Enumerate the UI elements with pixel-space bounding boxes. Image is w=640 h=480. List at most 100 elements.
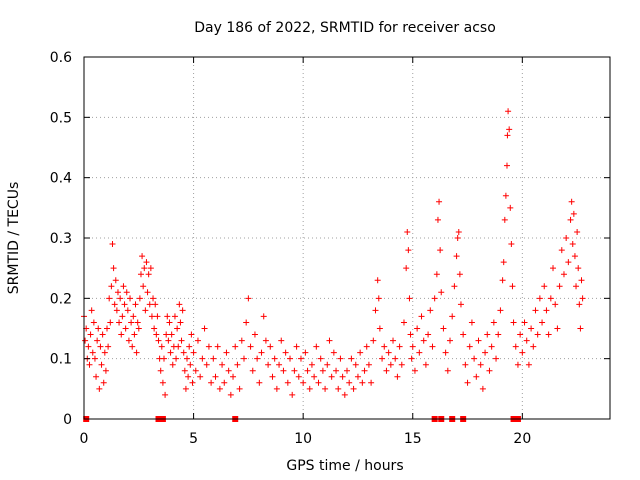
data-point (322, 385, 329, 392)
grid (84, 57, 610, 419)
data-point (506, 126, 513, 133)
data-point (243, 319, 250, 326)
data-point (365, 361, 372, 368)
data-point (107, 319, 114, 326)
data-points (81, 108, 586, 398)
data-point (387, 361, 394, 368)
data-point (184, 355, 191, 362)
data-point (168, 331, 175, 338)
data-point (311, 373, 318, 380)
data-point (113, 307, 120, 314)
data-point (437, 247, 444, 254)
data-point (543, 307, 550, 314)
data-point (247, 343, 254, 350)
data-point (278, 337, 285, 344)
data-point (568, 198, 575, 205)
data-point (570, 210, 577, 217)
data-point (178, 337, 185, 344)
data-point (374, 277, 381, 284)
data-point (181, 367, 188, 374)
data-point (493, 355, 500, 362)
data-point (361, 367, 368, 374)
data-point (120, 283, 127, 290)
data-point (145, 271, 152, 278)
data-point (521, 319, 528, 326)
data-point (123, 289, 130, 296)
data-point (509, 283, 516, 290)
data-point (418, 313, 425, 320)
data-point (147, 265, 154, 272)
data-point (455, 228, 462, 235)
data-point (182, 385, 189, 392)
chart-title: Day 186 of 2022, SRMTID for receiver acs… (194, 20, 496, 36)
x-tick-label: 0 (80, 431, 89, 447)
data-point (438, 289, 445, 296)
data-point (484, 331, 491, 338)
data-point (208, 379, 215, 386)
data-point (532, 307, 539, 314)
data-point (258, 349, 265, 356)
data-point (180, 349, 187, 356)
data-point (460, 331, 467, 338)
data-point (88, 307, 95, 314)
data-point (139, 253, 146, 260)
data-point (530, 343, 537, 350)
data-point (148, 313, 155, 320)
data-point (563, 235, 570, 241)
y-tick-label: 0 (63, 412, 72, 428)
data-point (425, 331, 432, 338)
data-point (556, 283, 563, 290)
data-point (379, 355, 386, 362)
data-point (456, 271, 463, 278)
data-point (525, 361, 532, 368)
data-point (560, 271, 567, 278)
x-tick-label: 10 (294, 431, 312, 447)
data-point (137, 271, 144, 278)
data-point (155, 337, 162, 344)
data-point (108, 283, 115, 290)
data-point (337, 355, 344, 362)
data-point (254, 355, 261, 362)
data-point (154, 313, 161, 320)
data-point (577, 325, 584, 332)
data-point (140, 283, 147, 290)
x-tick-label: 20 (513, 431, 531, 447)
data-point (502, 192, 509, 199)
data-point (114, 289, 121, 296)
data-point (453, 253, 460, 260)
data-point (306, 385, 313, 392)
data-point (501, 216, 508, 223)
data-point (187, 361, 194, 368)
data-point (157, 367, 164, 374)
data-point (227, 391, 234, 398)
data-point (188, 331, 195, 338)
data-point (210, 355, 217, 362)
data-point (93, 373, 100, 380)
y-tick-label: 0.5 (50, 110, 72, 126)
data-point (273, 385, 280, 392)
data-point (97, 343, 104, 350)
data-point (468, 319, 475, 326)
data-point (238, 337, 245, 344)
data-point (344, 367, 350, 374)
data-point (287, 355, 294, 362)
data-point (528, 325, 535, 332)
data-point (164, 313, 171, 320)
data-point (339, 373, 346, 380)
data-point (495, 331, 502, 338)
data-point (99, 331, 106, 338)
data-point (404, 228, 411, 235)
data-point (545, 331, 552, 338)
data-point (341, 391, 348, 398)
data-point (144, 289, 151, 296)
data-point (579, 295, 586, 302)
y-tick-label: 0.6 (50, 50, 72, 66)
data-point (128, 319, 135, 326)
data-point (232, 343, 239, 350)
data-point (376, 325, 383, 332)
data-point (504, 132, 511, 139)
data-point (346, 379, 353, 386)
y-tick-label: 0.4 (50, 171, 72, 187)
data-point (352, 361, 359, 368)
data-point (186, 343, 193, 350)
